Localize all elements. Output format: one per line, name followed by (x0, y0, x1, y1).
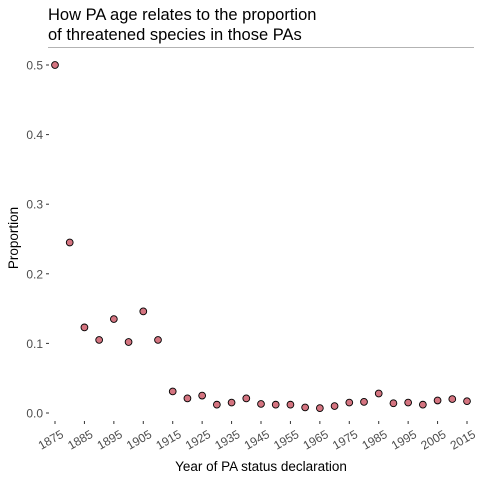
x-tick-label: 1915 (153, 427, 183, 453)
x-tick-label: 1995 (389, 427, 419, 453)
data-point (389, 399, 398, 408)
data-point (213, 400, 221, 409)
x-tick-label: 1905 (124, 427, 154, 453)
data-point (95, 336, 103, 344)
data-point (419, 400, 427, 409)
y-axis: 0.0 0.1 0.2 0.3 0.4 0.5 (26, 59, 49, 421)
data-point (110, 315, 118, 323)
x-axis: 1875 1885 1895 1905 1915 1925 1935 1945 1955 1965… (36, 421, 478, 453)
x-tick-label: 1985 (359, 427, 389, 453)
x-tick-label: 1875 (36, 427, 66, 453)
data-point (168, 387, 177, 396)
data-point (463, 397, 471, 406)
data-point (448, 395, 457, 403)
data-point (345, 398, 354, 407)
x-tick-label: 1935 (212, 427, 242, 453)
y-tick-label: 0.5 (26, 59, 43, 73)
y-axis-title: Proportion (6, 207, 21, 269)
y-tick-label: 0.3 (26, 198, 43, 212)
data-point (65, 238, 74, 247)
data-point (227, 398, 236, 407)
y-tick-label: 0.1 (26, 337, 43, 351)
y-tick-label: 0.0 (26, 407, 43, 421)
data-points (51, 61, 471, 412)
x-tick-label: 1965 (301, 427, 331, 453)
data-point (330, 402, 339, 410)
data-point (286, 400, 295, 409)
data-point (360, 398, 368, 406)
x-tick-label: 2005 (418, 427, 448, 453)
data-point (154, 336, 162, 344)
x-tick-label: 1945 (242, 427, 272, 453)
x-tick-label: 1955 (271, 427, 301, 453)
data-point (316, 404, 324, 412)
x-tick-label: 1885 (65, 427, 95, 453)
data-point (242, 394, 251, 403)
data-point (139, 307, 148, 316)
data-point (374, 389, 383, 398)
data-point (183, 394, 192, 403)
data-point (301, 403, 309, 412)
data-point (51, 61, 59, 69)
data-point (404, 398, 412, 407)
data-point (257, 400, 265, 408)
x-tick-label: 1975 (330, 427, 360, 453)
chart-title-line-2: of threatened species in those PAs (48, 26, 302, 44)
data-point (198, 391, 206, 400)
chart-title-line-1: How PA age relates to the proportion (48, 6, 316, 24)
y-tick-label: 0.2 (26, 267, 43, 281)
y-tick-label: 0.4 (26, 128, 43, 142)
data-point (271, 400, 280, 409)
x-axis-title: Year of PA status declaration (175, 459, 347, 474)
x-tick-label: 1895 (95, 427, 125, 453)
data-point (124, 338, 133, 346)
data-point (433, 396, 442, 405)
x-tick-label: 1925 (183, 427, 213, 453)
data-point (80, 323, 89, 332)
x-tick-label: 2015 (448, 427, 478, 453)
